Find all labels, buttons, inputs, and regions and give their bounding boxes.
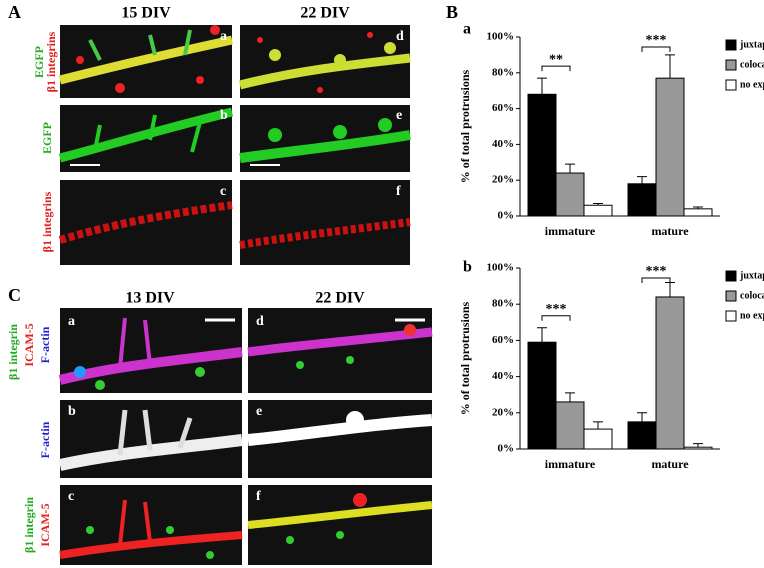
bar xyxy=(683,208,713,217)
x-tick-label: immature xyxy=(545,224,596,238)
y-tick-label: 100% xyxy=(487,262,515,274)
error-bar xyxy=(637,176,647,184)
image-letter: b xyxy=(220,108,228,123)
legend-swatch xyxy=(725,270,737,282)
image-letter: d xyxy=(396,29,404,44)
image-letter: c xyxy=(220,184,226,199)
legend-swatch xyxy=(725,310,737,322)
error-bar xyxy=(565,392,575,402)
row-label: EGFP xyxy=(40,122,54,154)
image-letter: f xyxy=(256,489,261,504)
micrographs-c xyxy=(58,308,433,565)
error-bar xyxy=(693,206,703,209)
y-tick-label: 80% xyxy=(492,298,514,310)
legend-label: juxtaposed xyxy=(739,270,764,281)
image-letter: e xyxy=(256,404,262,419)
bar xyxy=(527,93,557,217)
row-label: EGFP xyxy=(32,46,46,78)
x-tick-label: immature xyxy=(545,457,596,471)
y-axis-label: % of total protrusions xyxy=(458,301,472,415)
column-label: 22 DIV xyxy=(300,5,350,22)
row-label: F-actin xyxy=(38,326,52,363)
y-tick-label: 0% xyxy=(498,210,515,222)
y-tick-label: 80% xyxy=(492,66,514,78)
bar xyxy=(555,401,585,450)
significance-label: ** xyxy=(549,52,563,67)
bar xyxy=(527,341,557,450)
y-tick-label: 20% xyxy=(492,174,514,186)
image-letter: e xyxy=(396,108,402,123)
y-tick-label: 40% xyxy=(492,138,514,150)
bar xyxy=(555,172,585,217)
bar xyxy=(583,204,613,217)
chart-title: a xyxy=(463,21,471,38)
legend-swatch xyxy=(725,59,737,71)
bar xyxy=(583,428,613,450)
legend-label: no expression xyxy=(740,310,764,321)
error-bar xyxy=(537,327,547,343)
row-label: β1 integrins xyxy=(40,191,54,252)
significance-bracket xyxy=(541,315,571,321)
legend-label: colocalized xyxy=(740,59,764,70)
legend-label: juxtaposed xyxy=(739,39,764,50)
legend-swatch xyxy=(725,79,737,91)
row-label: F-actin xyxy=(38,421,52,458)
error-bar xyxy=(537,77,547,95)
significance-bracket xyxy=(541,65,571,72)
panel-label: A xyxy=(8,2,21,22)
column-label: 13 DIV xyxy=(125,290,175,307)
x-tick-label: mature xyxy=(651,224,689,238)
legend-swatch xyxy=(725,290,737,302)
micrographs-a xyxy=(58,25,411,265)
error-bar xyxy=(665,281,675,297)
bar xyxy=(627,421,657,450)
x-tick-label: mature xyxy=(651,457,689,471)
image-letter: d xyxy=(256,314,264,329)
error-bar xyxy=(593,421,603,430)
error-bar xyxy=(665,54,675,79)
image-letter: f xyxy=(396,184,401,199)
bar xyxy=(655,77,685,217)
legend-label: colocalized xyxy=(740,290,764,301)
y-axis-label: % of total protrusions xyxy=(458,69,472,183)
row-label: β1 integrins xyxy=(44,31,58,92)
significance-bracket xyxy=(641,277,671,283)
error-bar xyxy=(637,412,647,422)
y-tick-label: 60% xyxy=(492,102,514,114)
bar xyxy=(627,183,657,217)
y-tick-label: 100% xyxy=(487,31,515,43)
y-tick-label: 20% xyxy=(492,406,514,418)
y-tick-label: 0% xyxy=(498,443,515,455)
significance-bracket xyxy=(641,46,671,52)
row-label: ICAM-5 xyxy=(22,323,36,366)
bar xyxy=(683,446,713,450)
chart-title: b xyxy=(463,259,472,276)
image-letter: a xyxy=(220,29,227,44)
row-label: β1 integrin xyxy=(22,497,36,553)
image-letter: a xyxy=(68,314,75,329)
error-bar xyxy=(593,202,603,206)
bar xyxy=(655,296,685,450)
column-label: 15 DIV xyxy=(121,5,171,22)
panel-label: B xyxy=(446,2,458,22)
panel-label: C xyxy=(8,285,21,305)
significance-label: *** xyxy=(646,33,667,48)
error-bar xyxy=(693,443,703,448)
row-label: ICAM-5 xyxy=(38,503,52,546)
image-letter: c xyxy=(68,489,74,504)
column-label: 22 DIV xyxy=(315,290,365,307)
significance-label: *** xyxy=(546,302,567,317)
image-letter: b xyxy=(68,404,76,419)
error-bar xyxy=(565,163,575,174)
legend-label: no expression xyxy=(740,79,764,90)
legend-swatch xyxy=(725,39,737,51)
row-label: β1 integrin xyxy=(6,324,20,380)
y-tick-label: 40% xyxy=(492,370,514,382)
y-tick-label: 60% xyxy=(492,334,514,346)
significance-label: *** xyxy=(646,264,667,279)
